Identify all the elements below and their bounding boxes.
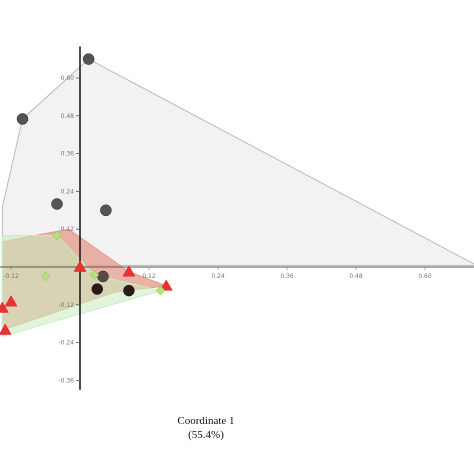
diamond-point	[52, 230, 62, 241]
circle-point	[123, 284, 135, 297]
circle-point	[16, 113, 29, 125]
triangle-point	[4, 295, 18, 307]
y-tick-label: 0.60	[61, 75, 75, 82]
y-axis-ticks: 0.60 0.48 0.36 0.24 0.12 -0.12 -0.24 -0.36	[58, 75, 80, 384]
x-tick-label: 0.36	[280, 273, 294, 280]
x-tick-label: 0.24	[211, 273, 225, 280]
y-tick-label: 0.12	[61, 226, 75, 233]
circle-point	[91, 283, 103, 295]
triangle-point	[0, 301, 9, 313]
circle-point	[82, 53, 95, 65]
circle-point	[100, 204, 112, 217]
triangle-point	[0, 323, 12, 335]
circle-point	[51, 198, 63, 210]
triangle-point	[73, 260, 87, 272]
x-tick-label: -0.12	[3, 273, 19, 280]
y-tick-label: 0.36	[61, 151, 75, 158]
x-tick-label: 0.12	[142, 273, 156, 280]
x-axis-title-variance: (55.4%)	[188, 429, 224, 441]
diamond-point	[155, 285, 166, 296]
x-axis-title: Coordinate 1	[177, 415, 234, 427]
circle-point	[97, 270, 109, 283]
y-tick-label: 0.48	[61, 113, 75, 120]
x-axis-ticks: -0.12 0.12 0.24 0.36 0.48 0.60	[3, 267, 432, 280]
triangle-point	[122, 265, 136, 277]
diamond-point	[40, 271, 51, 282]
y-tick-label: -0.12	[58, 302, 74, 309]
x-tick-label: 0.48	[349, 273, 363, 280]
y-tick-label: 0.24	[61, 188, 75, 195]
diamond-point	[89, 270, 100, 280]
x-tick-label: 0.60	[418, 273, 432, 280]
diamond-group-hull	[1, 235, 163, 337]
data-points	[0, 53, 173, 335]
group-hulls	[1, 58, 474, 337]
y-tick-label: -0.36	[58, 377, 74, 384]
triangle-point	[159, 279, 173, 291]
y-tick-label: -0.24	[58, 340, 74, 347]
